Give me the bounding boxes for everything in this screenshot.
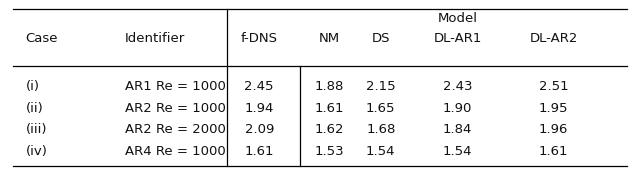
Text: 1.68: 1.68 <box>366 123 396 136</box>
Text: Model: Model <box>438 12 477 25</box>
Text: 1.61: 1.61 <box>315 102 344 115</box>
Text: DL-AR1: DL-AR1 <box>433 31 482 45</box>
Text: 1.94: 1.94 <box>244 102 274 115</box>
Text: (i): (i) <box>26 80 40 93</box>
Text: 1.61: 1.61 <box>539 145 568 158</box>
Text: Identifier: Identifier <box>125 31 185 45</box>
Text: AR2 Re = 1000: AR2 Re = 1000 <box>125 102 226 115</box>
Text: 1.65: 1.65 <box>366 102 396 115</box>
Text: Case: Case <box>26 31 58 45</box>
Text: 1.54: 1.54 <box>443 145 472 158</box>
Text: 1.53: 1.53 <box>315 145 344 158</box>
Text: AR4 Re = 1000: AR4 Re = 1000 <box>125 145 225 158</box>
Text: 1.95: 1.95 <box>539 102 568 115</box>
Text: 1.84: 1.84 <box>443 123 472 136</box>
Text: 1.90: 1.90 <box>443 102 472 115</box>
Text: (iv): (iv) <box>26 145 47 158</box>
Text: (iii): (iii) <box>26 123 47 136</box>
Text: 2.43: 2.43 <box>443 80 472 93</box>
Text: 2.09: 2.09 <box>244 123 274 136</box>
Text: 1.62: 1.62 <box>315 123 344 136</box>
Text: NM: NM <box>319 31 340 45</box>
Text: 1.54: 1.54 <box>366 145 396 158</box>
Text: 2.45: 2.45 <box>244 80 274 93</box>
Text: 2.51: 2.51 <box>539 80 568 93</box>
Text: (ii): (ii) <box>26 102 44 115</box>
Text: 1.96: 1.96 <box>539 123 568 136</box>
Text: 1.88: 1.88 <box>315 80 344 93</box>
Text: f-DNS: f-DNS <box>241 31 278 45</box>
Text: AR1 Re = 1000: AR1 Re = 1000 <box>125 80 226 93</box>
Text: DS: DS <box>372 31 390 45</box>
Text: 1.61: 1.61 <box>244 145 274 158</box>
Text: DL-AR2: DL-AR2 <box>529 31 578 45</box>
Text: 2.15: 2.15 <box>366 80 396 93</box>
Text: AR2 Re = 2000: AR2 Re = 2000 <box>125 123 226 136</box>
